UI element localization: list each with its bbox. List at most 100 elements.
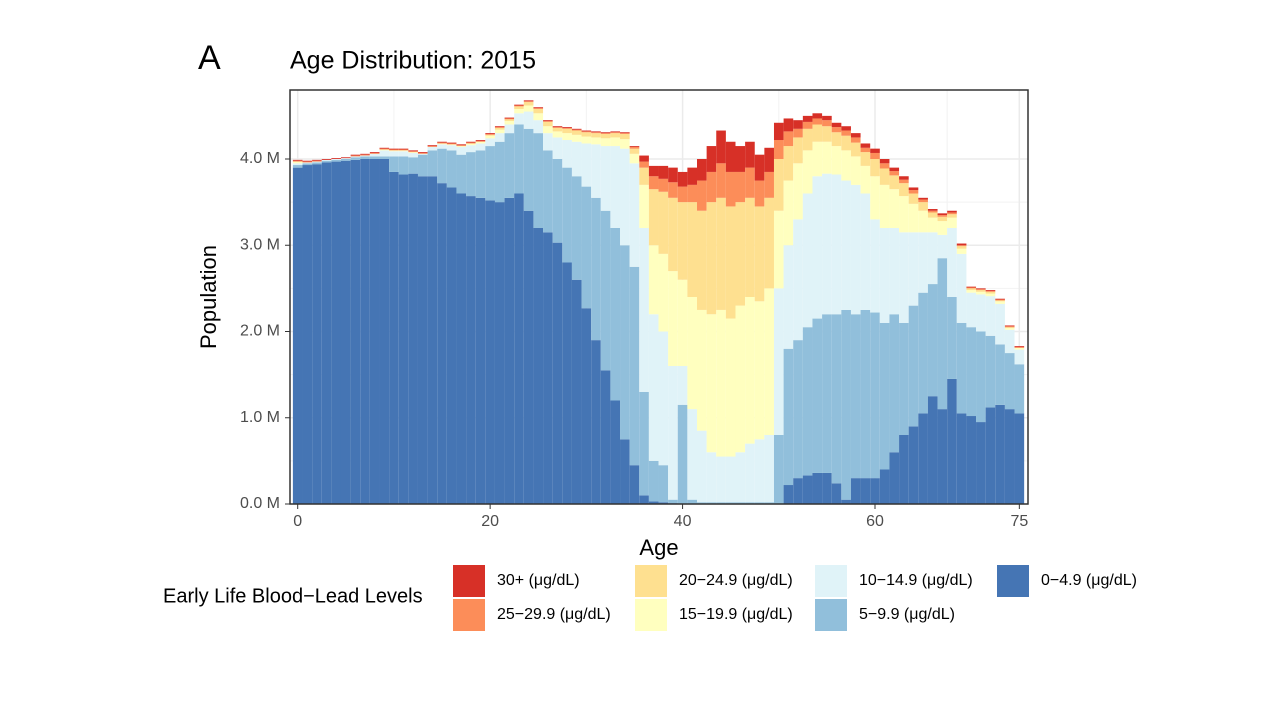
bar-segment (793, 163, 803, 220)
bar-segment (706, 452, 717, 503)
bar-segment (889, 175, 900, 190)
bar-segment (639, 167, 649, 185)
bar-segment (841, 180, 851, 310)
bar-segment (610, 137, 621, 147)
bar-segment (475, 197, 486, 504)
bar-segment (648, 501, 659, 504)
bar-segment (446, 145, 457, 151)
bar-segment (841, 130, 851, 136)
bar-segment (658, 502, 669, 504)
bar-segment (668, 182, 678, 198)
bar-segment (850, 314, 861, 479)
bar-segment (571, 130, 582, 135)
bar-segment (899, 179, 909, 184)
bar-segment (812, 118, 823, 125)
bar-segment (302, 165, 313, 504)
bar-segment (552, 126, 563, 128)
bar-segment (466, 196, 476, 504)
bar-segment (802, 475, 813, 504)
bar-segment (485, 134, 495, 136)
bar-segment (966, 416, 977, 504)
bar-segment (773, 159, 784, 211)
bar-segment (995, 300, 1005, 302)
bar-segment (620, 132, 630, 134)
bar-segment (1014, 349, 1025, 365)
bar-segment (687, 499, 698, 504)
bar-segment (600, 370, 611, 504)
bar-segment (1014, 413, 1025, 504)
bar-segment (947, 297, 957, 379)
bar-segment (571, 176, 582, 280)
bar-segment (879, 168, 890, 185)
bar-segment (793, 219, 803, 341)
bar-segment (812, 141, 823, 177)
bar-segment (504, 197, 515, 504)
bar-segment (697, 159, 707, 181)
bar-segment (581, 132, 592, 137)
bar-segment (379, 150, 390, 157)
bar-segment (899, 435, 909, 504)
legend-title: Early Life Blood−Lead Levels (163, 585, 423, 607)
bar-segment (437, 148, 447, 184)
bar-segment (947, 210, 957, 213)
bar-segment (677, 366, 688, 405)
bar-segment (927, 217, 938, 233)
bar-segment (754, 301, 765, 440)
bar-segment (1014, 347, 1025, 350)
bar-segment (870, 176, 880, 220)
bar-segment (697, 180, 707, 211)
bar-segment (600, 210, 611, 371)
bar-segment (610, 132, 621, 134)
bar-segment (687, 409, 698, 500)
bar-segment (879, 184, 890, 228)
bar-segment (812, 176, 823, 319)
chart-title: Age Distribution: 2015 (290, 47, 536, 75)
legend-swatch (453, 565, 485, 597)
bar-segment (976, 289, 986, 291)
legend-swatch (635, 565, 667, 597)
bar-segment (581, 186, 592, 309)
bar-segment (735, 305, 746, 453)
bar-segment (591, 137, 601, 145)
bar-segment (321, 162, 332, 504)
bar-segment (620, 133, 630, 134)
bar-segment (620, 245, 630, 440)
bar-segment (831, 314, 842, 484)
bar-segment (697, 430, 707, 503)
legend-label: 10−14.9 (μg/dL) (859, 572, 973, 589)
bar-segment (687, 184, 698, 203)
bar-segment (754, 154, 765, 181)
bar-segment (773, 435, 784, 504)
bar-segment (408, 173, 418, 504)
bar-segment (437, 143, 447, 145)
bar-segment (475, 143, 486, 151)
bar-segment (1014, 364, 1025, 414)
legend-swatch (815, 565, 847, 597)
bar-segment (850, 156, 861, 185)
bar-segment (976, 290, 986, 292)
bar-segment (841, 150, 851, 181)
bar-segment (504, 118, 515, 120)
bar-segment (591, 197, 601, 341)
bar-segment (716, 197, 726, 310)
bar-segment (379, 149, 390, 151)
bar-segment (687, 297, 698, 410)
bar-segment (985, 407, 996, 504)
bar-segment (918, 413, 928, 504)
bar-segment (956, 322, 967, 414)
bar-segment (793, 478, 803, 504)
bar-segment (937, 215, 948, 217)
bar-segment (725, 171, 736, 207)
bar-segment (908, 305, 919, 427)
bar-segment (947, 214, 957, 218)
bar-segment (485, 133, 495, 135)
bar-segment (947, 228, 957, 297)
bar-segment (398, 149, 409, 151)
bar-segment (533, 120, 544, 134)
bar-segment (773, 122, 784, 141)
bar-segment (860, 143, 871, 148)
bar-segment (985, 293, 996, 297)
bar-segment (600, 132, 611, 134)
bar-segment (437, 142, 447, 144)
bar-segment (340, 160, 351, 504)
